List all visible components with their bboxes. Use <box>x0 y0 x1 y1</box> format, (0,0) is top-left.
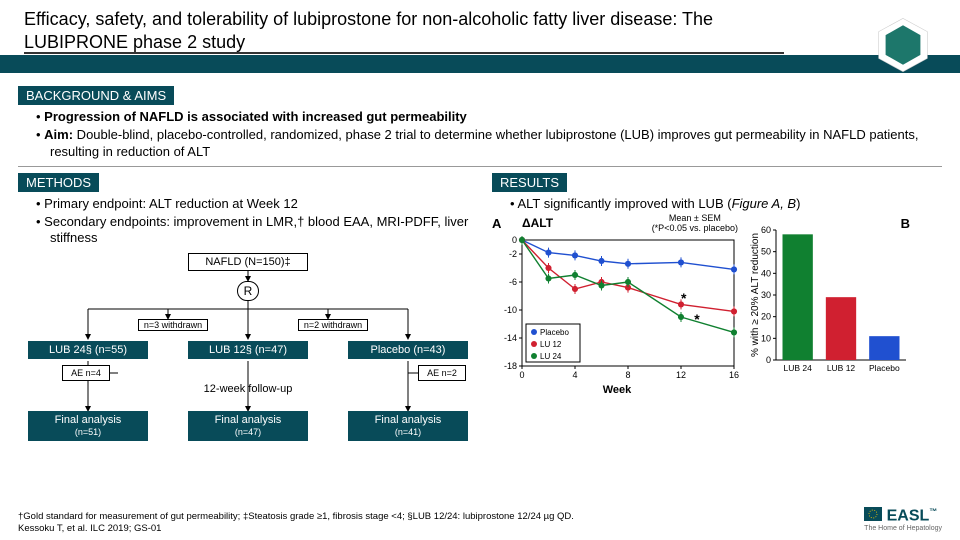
content: BACKGROUND & AIMS Progression of NAFLD i… <box>18 86 942 498</box>
footnote: †Gold standard for measurement of gut pe… <box>18 511 840 534</box>
background-label: BACKGROUND & AIMS <box>18 86 174 105</box>
flow-withdrawn-2: n=2 withdrawn <box>298 319 368 331</box>
svg-text:0: 0 <box>519 370 524 380</box>
svg-text:8: 8 <box>625 370 630 380</box>
chart-a-svg-icon: 0-2-6-10-14-180481216**PlaceboLU 12LU 24 <box>492 236 742 384</box>
consort-flow: NAFLD (N=150)‡ R n=3 withdrawn n=2 withd… <box>18 253 478 453</box>
svg-text:16: 16 <box>729 370 739 380</box>
svg-text:-18: -18 <box>504 361 517 371</box>
chart-a-xlabel: Week <box>492 384 742 396</box>
flow-ae4: AE n=4 <box>62 365 110 381</box>
chart-a-label: A <box>492 216 501 231</box>
background-item: Aim: Double-blind, placebo-controlled, r… <box>36 127 942 160</box>
svg-text:LUB 12: LUB 12 <box>827 363 856 373</box>
flow-arm-lub24: LUB 24§ (n=55) <box>28 341 148 359</box>
svg-text:*: * <box>694 311 700 327</box>
svg-text:0: 0 <box>512 236 517 245</box>
svg-text:LU 12: LU 12 <box>540 340 562 349</box>
methods-label: METHODS <box>18 173 99 192</box>
svg-text:-6: -6 <box>509 277 517 287</box>
svg-text:10: 10 <box>761 333 771 343</box>
svg-text:% with ≥ 20% ALT reduction: % with ≥ 20% ALT reduction <box>750 233 761 357</box>
flow-followup: 12-week follow-up <box>188 383 308 395</box>
results-item: ALT significantly improved with LUB (Fig… <box>510 196 940 212</box>
slide-header: Efficacy, safety, and tolerability of lu… <box>0 0 960 74</box>
results-list: ALT significantly improved with LUB (Fig… <box>492 196 940 212</box>
flow-arm-placebo: Placebo (n=43) <box>348 341 468 359</box>
methods-list: Primary endpoint: ALT reduction at Week … <box>18 196 478 247</box>
svg-text:12: 12 <box>676 370 686 380</box>
svg-text:30: 30 <box>761 290 771 300</box>
chart-b-svg-icon: % with ≥ 20% ALT reduction 0 10 20 30 40 50 60 L… <box>748 224 912 384</box>
chart-a-title: ΔALT <box>522 216 553 230</box>
methods-item: Secondary endpoints: improvement in LMR,… <box>36 214 478 247</box>
header-bar <box>0 55 960 73</box>
svg-text:-10: -10 <box>504 305 517 315</box>
easl-logo: EASL™ The Home of Hepatology <box>864 507 942 532</box>
flow-final-2: Final analysis(n=47) <box>188 411 308 441</box>
svg-text:*: * <box>681 290 687 306</box>
svg-text:20: 20 <box>761 312 771 322</box>
svg-text:40: 40 <box>761 268 771 278</box>
logo-flag-icon <box>864 507 882 521</box>
svg-text:LUB 24: LUB 24 <box>783 363 812 373</box>
divider <box>18 166 942 167</box>
chart-a-subtitle: Mean ± SEM(*P<0.05 vs. placebo) <box>652 214 738 234</box>
flow-nafld-box: NAFLD (N=150)‡ <box>188 253 308 271</box>
svg-text:-2: -2 <box>509 249 517 259</box>
svg-text:-14: -14 <box>504 333 517 343</box>
flow-withdrawn-3: n=3 withdrawn <box>138 319 208 331</box>
hex-icon <box>874 16 932 74</box>
flow-final-1: Final analysis(n=51) <box>28 411 148 441</box>
slide-title: Efficacy, safety, and tolerability of lu… <box>24 8 804 53</box>
background-list: Progression of NAFLD is associated with … <box>18 109 942 160</box>
svg-text:Placebo: Placebo <box>540 328 569 337</box>
flow-arm-lub12: LUB 12§ (n=47) <box>188 341 308 359</box>
flow-ae2: AE n=2 <box>418 365 466 381</box>
svg-text:LU 24: LU 24 <box>540 352 562 361</box>
svg-text:0: 0 <box>766 355 771 365</box>
flow-randomize-icon: R <box>237 281 259 301</box>
results-column: RESULTS ALT significantly improved with … <box>492 173 940 453</box>
flow-final-3: Final analysis(n=41) <box>348 411 468 441</box>
methods-column: METHODS Primary endpoint: ALT reduction … <box>18 173 478 453</box>
results-label: RESULTS <box>492 173 567 192</box>
chart-a: A ΔALT Mean ± SEM(*P<0.05 vs. placebo) 0… <box>492 218 742 390</box>
svg-text:50: 50 <box>761 247 771 257</box>
chart-b: B % with ≥ 20% ALT reduction010203040506… <box>748 218 912 390</box>
svg-text:4: 4 <box>572 370 577 380</box>
svg-text:Placebo: Placebo <box>869 363 900 373</box>
svg-text:60: 60 <box>761 225 771 235</box>
methods-item: Primary endpoint: ALT reduction at Week … <box>36 196 478 212</box>
background-item: Progression of NAFLD is associated with … <box>36 109 942 125</box>
title-rule <box>24 52 784 54</box>
